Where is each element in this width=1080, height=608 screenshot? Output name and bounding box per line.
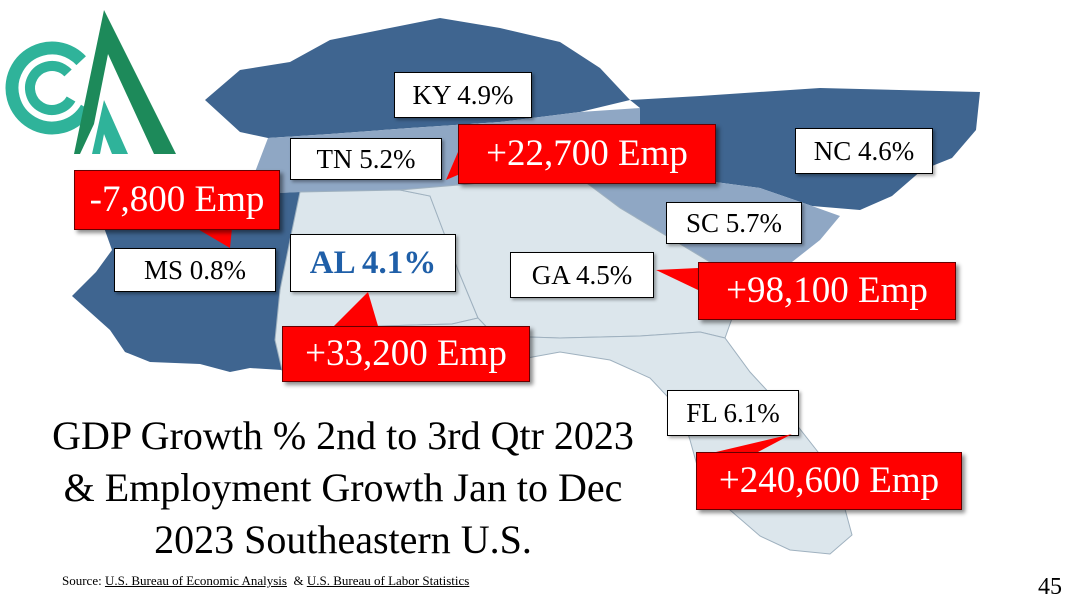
- state-label-ky: KY 4.9%: [394, 72, 532, 118]
- title-line-3: 2023 Southeastern U.S.: [154, 517, 532, 562]
- source-ampersand: &: [293, 573, 304, 588]
- state-label-fl: FL 6.1%: [667, 390, 799, 436]
- callout-fl-employment: +240,600 Emp: [696, 452, 962, 510]
- callout-tn-employment: +22,700 Emp: [458, 124, 716, 184]
- state-label-tn: TN 5.2%: [290, 138, 442, 180]
- company-logo: [5, 10, 176, 154]
- callout-ga-employment: +98,100 Emp: [698, 262, 956, 320]
- bls-link[interactable]: U.S. Bureau of Labor Statistics: [306, 573, 470, 588]
- state-label-al: AL 4.1%: [290, 234, 456, 292]
- source-line: Source: U.S. Bureau of Economic Analysis…: [62, 573, 469, 589]
- slide-title: GDP Growth % 2nd to 3rd Qtr 2023 & Emplo…: [8, 410, 678, 566]
- callout-al-employment: +33,200 Emp: [282, 326, 530, 382]
- title-line-1: GDP Growth % 2nd to 3rd Qtr 2023: [52, 413, 634, 458]
- bea-link[interactable]: U.S. Bureau of Economic Analysis: [104, 573, 287, 588]
- state-north-carolina: [540, 88, 980, 210]
- title-line-2: & Employment Growth Jan to Dec: [63, 465, 623, 510]
- source-prefix: Source:: [62, 573, 102, 588]
- state-label-nc: NC 4.6%: [795, 128, 933, 174]
- state-label-ms: MS 0.8%: [114, 248, 276, 292]
- callout-ms-employment: -7,800 Emp: [74, 170, 280, 230]
- state-label-sc: SC 5.7%: [666, 202, 802, 244]
- page-number: 45: [1038, 574, 1062, 600]
- state-label-ga: GA 4.5%: [510, 252, 654, 298]
